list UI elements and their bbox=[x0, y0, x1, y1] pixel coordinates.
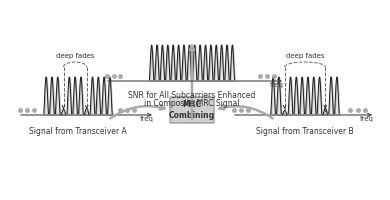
FancyBboxPatch shape bbox=[170, 97, 214, 123]
Text: deep fades: deep fades bbox=[286, 53, 324, 59]
Text: MRC
Combining: MRC Combining bbox=[169, 100, 215, 120]
Text: freq: freq bbox=[360, 116, 374, 122]
Text: Signal from Transceiver A: Signal from Transceiver A bbox=[29, 127, 127, 136]
Text: deep fades: deep fades bbox=[56, 53, 94, 59]
Text: freq: freq bbox=[270, 82, 284, 88]
Text: in Composite MRC Signal: in Composite MRC Signal bbox=[144, 99, 240, 108]
Text: Signal from Transceiver B: Signal from Transceiver B bbox=[256, 127, 354, 136]
Text: freq: freq bbox=[140, 116, 154, 122]
Text: SNR for All Subcarriers Enhanced: SNR for All Subcarriers Enhanced bbox=[128, 91, 256, 100]
